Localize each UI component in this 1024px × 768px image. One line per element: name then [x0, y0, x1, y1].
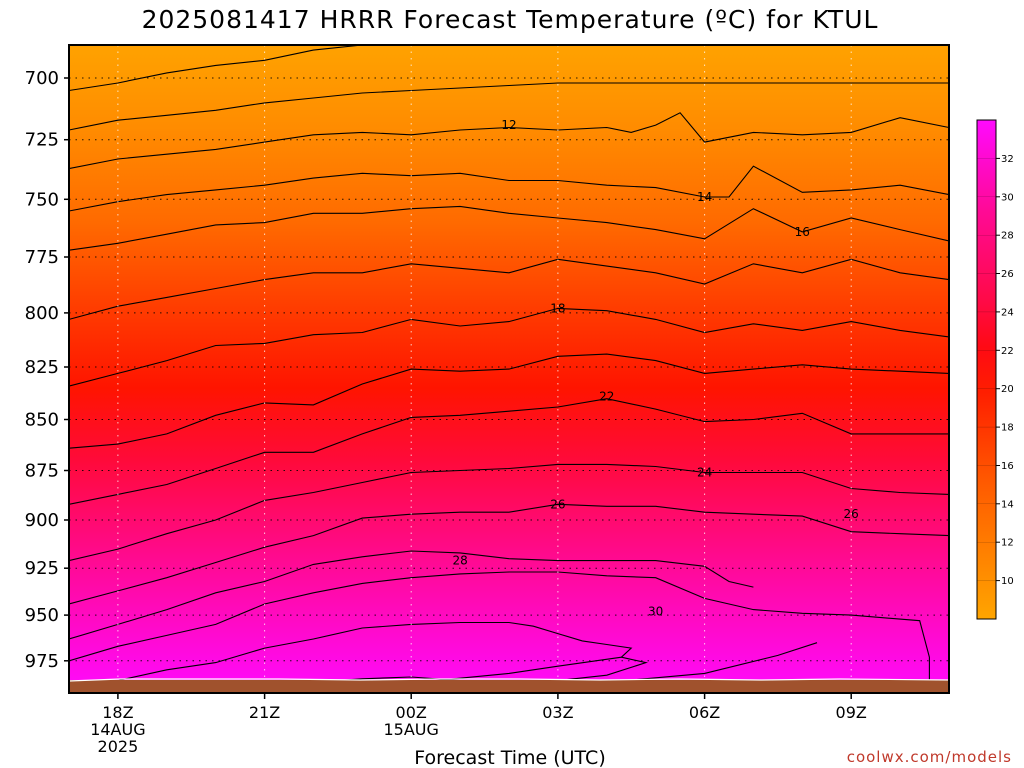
gridlines — [69, 45, 949, 693]
y-tick-label-925: 925 — [25, 558, 59, 579]
y-tick-label-975: 975 — [25, 651, 59, 672]
contour-label-text: 16 — [795, 225, 810, 239]
colorbar-tick-label-18: 18 — [1001, 423, 1014, 434]
colorbar-scale — [976, 119, 997, 620]
x-tick-label-4-0: 06Z — [689, 703, 720, 722]
ground-band — [69, 680, 949, 693]
y-tick-label-775: 775 — [25, 247, 59, 268]
x-tick-label-5-0: 09Z — [836, 703, 867, 722]
y-tick-label-875: 875 — [25, 461, 59, 482]
x-tick-label-2-0: 00Z — [396, 703, 427, 722]
contour-20-6 — [69, 307, 949, 387]
contour-label-text: 26 — [550, 497, 565, 511]
x-tick-label-2-1: 15AUG — [383, 720, 438, 739]
colorbar-tick-label-16: 16 — [1001, 461, 1014, 472]
y-tick-label-900: 900 — [25, 510, 59, 531]
y-tick-label-750: 750 — [25, 189, 59, 210]
colorbar-tick-label-22: 22 — [1001, 346, 1014, 357]
contour-22-7 — [69, 353, 949, 449]
contour-label-12-0: 12 — [501, 118, 516, 132]
contour-label-22-4: 22 — [599, 390, 614, 404]
contour-30-12 — [69, 571, 930, 692]
x-tick-label-0-0: 18Z — [102, 703, 133, 722]
colorbar-tick-label-30: 30 — [1001, 192, 1014, 203]
x-tick-label-1-0: 21Z — [249, 703, 280, 722]
contour-label-text: 30 — [648, 604, 663, 618]
x-axis-label: Forecast Time (UTC) — [414, 747, 605, 768]
contour-31-13 — [69, 621, 633, 692]
colorbar: 10 12 14 16 18 20 22 24 26 28 30 32 — [976, 119, 1014, 620]
contour-label-text: 18 — [550, 301, 565, 315]
x-tick-label-0-1: 14AUG — [90, 720, 145, 739]
contour-labels: 12 14 16 18 22 24 26 26 28 30 — [452, 118, 858, 618]
contour-29-11 — [69, 550, 754, 640]
colorbar-tick-label-26: 26 — [1001, 269, 1014, 280]
y-tick-label-700: 700 — [25, 68, 59, 89]
contour-10-0 — [69, 45, 363, 92]
colorbar-tick-label-24: 24 — [1001, 307, 1014, 318]
y-tick-label-950: 950 — [25, 605, 59, 626]
colorbar-tick-label-12: 12 — [1001, 538, 1014, 549]
contour-28-10 — [69, 503, 949, 605]
contour-18-5 — [69, 258, 949, 320]
y-axis: 700 725 750 775 800 825 850 875 900 925 950 975 — [25, 68, 69, 672]
contour-label-14-1: 14 — [697, 190, 712, 204]
colorbar-tick-label-20: 20 — [1001, 384, 1014, 395]
colorbar-tick-label-32: 32 — [1001, 154, 1014, 165]
contour-11-1 — [69, 82, 949, 131]
contour-label-text: 24 — [697, 466, 712, 480]
y-tick-label-725: 725 — [25, 130, 59, 151]
plot-frame — [68, 44, 950, 694]
contour-16-4 — [69, 205, 949, 251]
colorbar-ticks: 10 12 14 16 18 20 22 24 26 28 30 32 — [977, 154, 1014, 587]
contour-label-text: 14 — [697, 190, 712, 204]
x-tick-label-0-2: 2025 — [98, 737, 139, 756]
colorbar-tick-label-10: 10 — [1001, 576, 1014, 587]
y-tick-label-825: 825 — [25, 357, 59, 378]
contour-label-text: 12 — [501, 118, 516, 132]
contour-label-18-3: 18 — [550, 301, 565, 315]
contour-label-16-2: 16 — [795, 225, 810, 239]
plot-area: 12 14 16 18 22 24 26 26 28 30 — [68, 44, 950, 694]
contour-label-28-8: 28 — [452, 554, 467, 568]
contour-label-text: 22 — [599, 390, 614, 404]
credit-link[interactable]: coolwx.com/models — [847, 748, 1012, 766]
x-tick-label-3-0: 03Z — [542, 703, 573, 722]
contour-label-text: 28 — [452, 554, 467, 568]
chart-title: 2025081417 HRRR Forecast Temperature (ºC… — [142, 5, 879, 34]
contour-label-26-6: 26 — [550, 497, 565, 511]
contour-14-3 — [69, 165, 949, 212]
y-tick-label-850: 850 — [25, 410, 59, 431]
ground-surface — [68, 678, 950, 693]
surface-line — [68, 678, 950, 682]
contour-26-9 — [69, 463, 949, 562]
colorbar-tick-label-28: 28 — [1001, 231, 1014, 242]
contour-24-8 — [69, 398, 949, 505]
contour-label-24-5: 24 — [697, 466, 712, 480]
y-tick-label-800: 800 — [25, 303, 59, 324]
colorbar-tick-label-14: 14 — [1001, 499, 1014, 510]
contour-label-text: 26 — [844, 507, 859, 521]
contour-label-26-7: 26 — [844, 507, 859, 521]
contour-label-30-9: 30 — [648, 604, 663, 618]
